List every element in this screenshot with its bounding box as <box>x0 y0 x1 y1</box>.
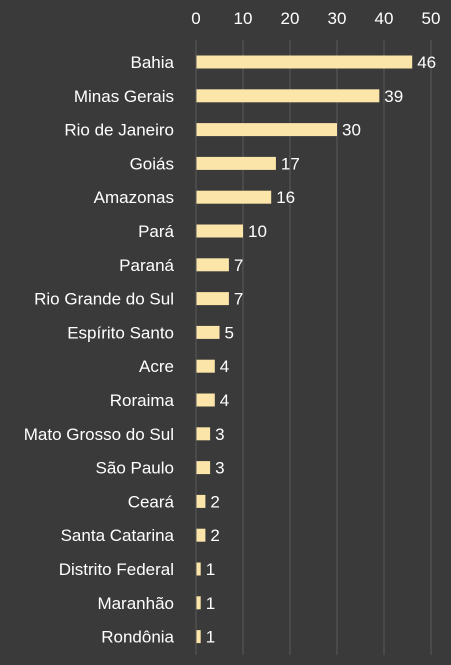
bar <box>196 528 206 542</box>
data-label: 17 <box>281 154 300 173</box>
data-label: 3 <box>215 425 224 444</box>
x-tick-label: 40 <box>375 9 394 28</box>
bar <box>196 359 215 373</box>
x-tick-label: 30 <box>328 9 347 28</box>
category-label: Rondônia <box>101 628 174 647</box>
data-label: 16 <box>276 188 295 207</box>
bar <box>196 89 380 103</box>
category-label: Paraná <box>119 256 174 275</box>
x-tick-label: 50 <box>422 9 441 28</box>
category-label: Mato Grosso do Sul <box>24 425 174 444</box>
data-label: 7 <box>234 256 243 275</box>
bar <box>196 461 211 475</box>
bar <box>196 630 201 644</box>
data-label: 5 <box>225 323 234 342</box>
bar <box>196 258 229 272</box>
category-label: Ceará <box>128 492 175 511</box>
bar <box>196 55 413 69</box>
category-label: São Paulo <box>96 459 174 478</box>
x-tick-label: 10 <box>234 9 253 28</box>
bar <box>196 325 220 339</box>
bar <box>196 123 337 137</box>
category-label: Rio de Janeiro <box>64 121 174 140</box>
data-label: 4 <box>220 357 229 376</box>
bar <box>196 190 272 204</box>
category-label: Santa Catarina <box>61 526 175 545</box>
bar <box>196 494 206 508</box>
bar <box>196 224 243 238</box>
data-label: 1 <box>206 594 215 613</box>
data-label: 46 <box>417 53 436 72</box>
category-label: Amazonas <box>94 188 174 207</box>
category-label: Distrito Federal <box>59 560 174 579</box>
bar <box>196 393 215 407</box>
data-label: 4 <box>220 391 229 410</box>
data-label: 30 <box>342 121 361 140</box>
x-tick-label: 20 <box>281 9 300 28</box>
category-label: Roraima <box>110 391 175 410</box>
data-label: 1 <box>206 560 215 579</box>
bar <box>196 596 201 610</box>
category-label: Pará <box>138 222 174 241</box>
bar <box>196 156 276 170</box>
data-label: 2 <box>210 526 219 545</box>
category-label: Bahia <box>131 53 175 72</box>
bar <box>196 562 201 576</box>
x-tick-label: 0 <box>191 9 200 28</box>
bar <box>196 292 229 306</box>
category-label: Espírito Santo <box>67 323 174 342</box>
category-label: Acre <box>139 357 174 376</box>
data-label: 39 <box>384 87 403 106</box>
category-label: Rio Grande do Sul <box>34 290 174 309</box>
category-label: Minas Gerais <box>74 87 174 106</box>
category-label: Goiás <box>130 154 174 173</box>
bar <box>196 427 211 441</box>
data-label: 7 <box>234 290 243 309</box>
data-label: 1 <box>206 628 215 647</box>
data-label: 10 <box>248 222 267 241</box>
category-label: Maranhão <box>97 594 174 613</box>
data-label: 2 <box>210 492 219 511</box>
data-label: 3 <box>215 459 224 478</box>
